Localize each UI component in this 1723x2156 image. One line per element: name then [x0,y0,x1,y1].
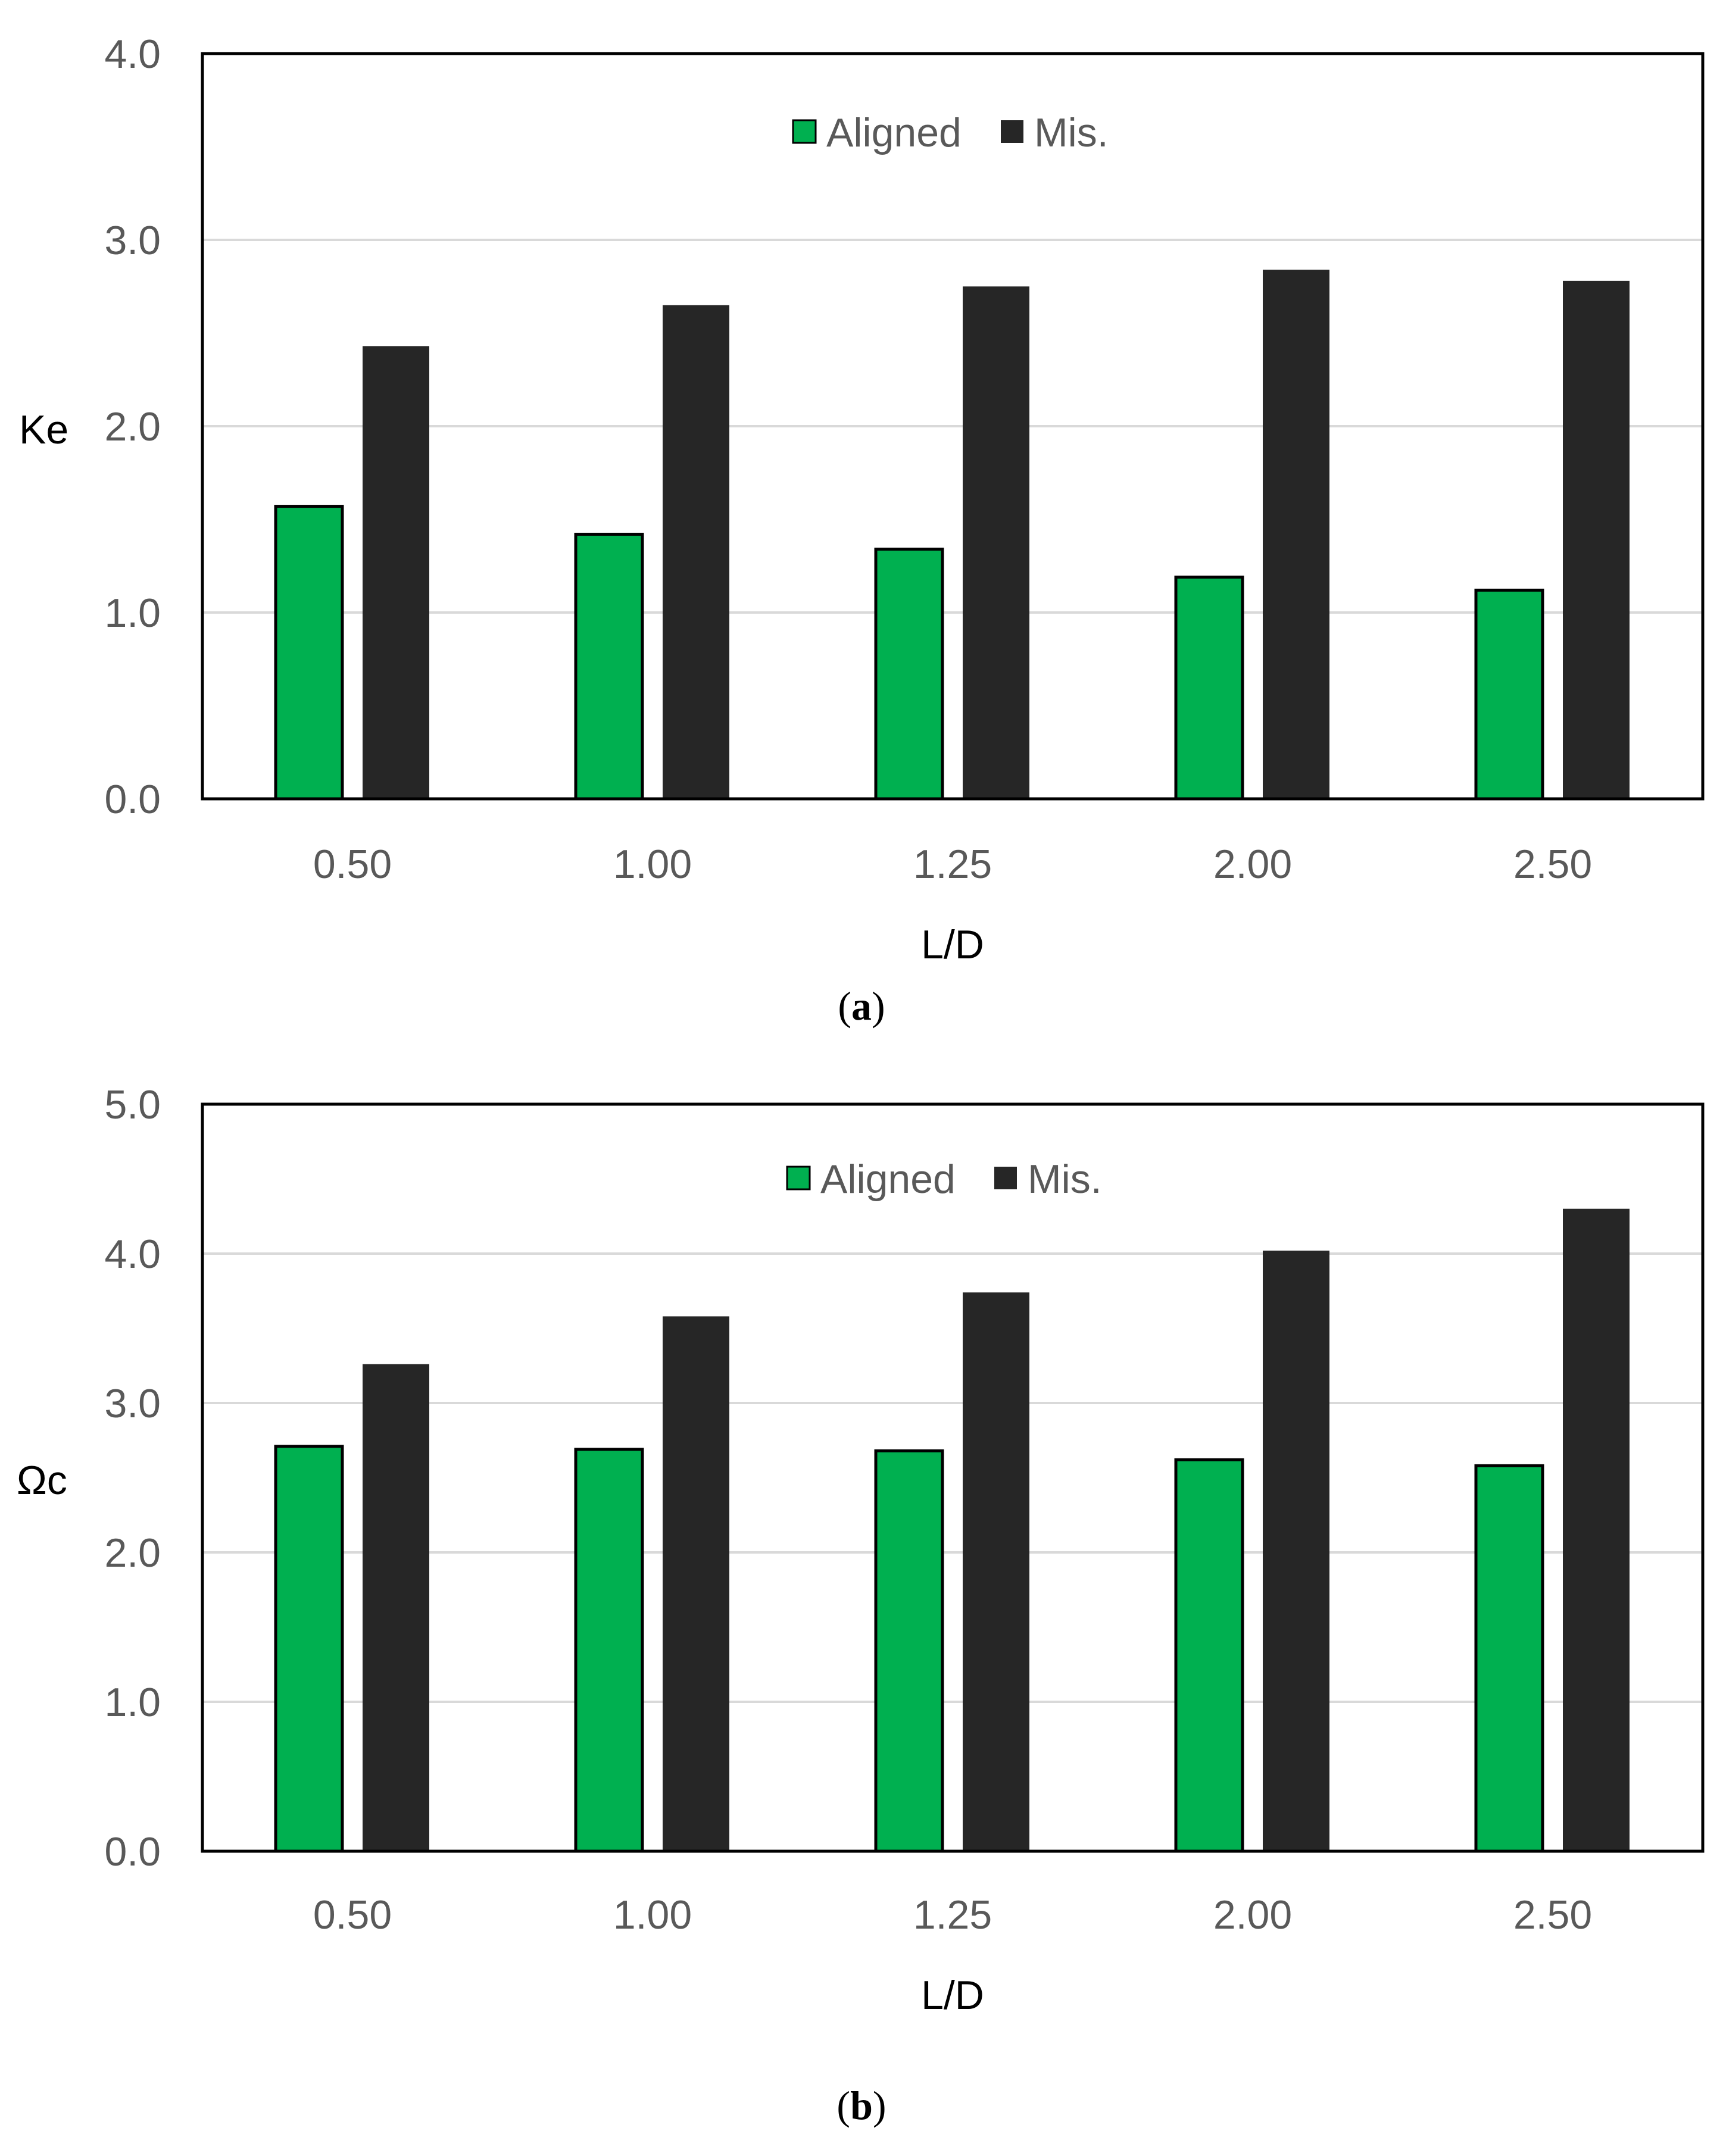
chart-b-gridlines [202,1252,1703,1703]
bar-mis-1.00 [663,1316,729,1851]
bar-aligned-1.00 [574,533,644,801]
x-tick-label: 1.25 [913,842,992,887]
chart-a-y-tick-labels: 0.0 1.0 2.0 3.0 4.0 [104,32,161,822]
x-tick-label: 2.00 [1213,1892,1292,1938]
y-tick-label: 2.0 [104,404,161,449]
bar-aligned-2.50 [1474,1464,1544,1853]
y-tick-label: 2.0 [104,1530,161,1576]
bar-aligned-2.00 [1174,576,1244,801]
bar-aligned-1.25 [874,1449,944,1853]
panel-label-b: (b) [836,2083,886,2128]
chart-a-legend: Aligned Mis. [792,110,1109,155]
chart-b-y-axis-title: Ωc [17,1458,67,1503]
bar-aligned-2.00 [1174,1458,1244,1853]
bar-mis-1.25 [963,1292,1029,1851]
chart-b-y-tick-labels: 0.0 1.0 2.0 3.0 4.0 5.0 [104,1082,161,1874]
bar-mis-0.50 [363,1364,429,1851]
y-tick-label: 3.0 [104,218,161,263]
chart-panel-a: 0.0 1.0 2.0 3.0 4.0 0.50 1.00 1.25 2.00 2.50 Ali… [19,32,1705,1029]
chart-a-gridlines [202,239,1703,614]
bar-aligned-1.00 [574,1448,644,1853]
y-tick-label: 0.0 [104,777,161,822]
chart-b-x-axis-title: L/D [921,1973,984,2018]
bar-aligned-0.50 [274,505,344,801]
legend-swatch-aligned [786,1166,811,1191]
panel-label-a: (a) [838,983,885,1029]
x-tick-label: 1.00 [613,1892,692,1938]
legend-swatch-mis [994,1167,1017,1189]
x-tick-label: 2.50 [1513,1892,1592,1938]
legend-label-aligned: Aligned [826,110,962,155]
chart-a-x-tick-labels: 0.50 1.00 1.25 2.00 2.50 [313,842,1592,887]
bar-mis-0.50 [363,346,429,799]
y-tick-label: 4.0 [104,1232,161,1277]
chart-a-bars [274,270,1630,801]
bar-aligned-0.50 [274,1445,344,1853]
x-tick-label: 0.50 [313,1892,392,1938]
bar-mis-2.50 [1563,1208,1630,1851]
y-tick-label: 3.0 [104,1381,161,1426]
chart-b-x-tick-labels: 0.50 1.00 1.25 2.00 2.50 [313,1892,1592,1938]
x-tick-label: 2.50 [1513,842,1592,887]
legend-label-mis: Mis. [1034,110,1109,155]
y-tick-label: 1.0 [104,1680,161,1725]
legend-label-mis: Mis. [1028,1157,1102,1202]
chart-b-legend: Aligned Mis. [786,1157,1102,1202]
x-tick-label: 0.50 [313,842,392,887]
y-tick-label: 4.0 [104,32,161,77]
y-tick-label: 5.0 [104,1082,161,1127]
chart-a-y-axis-title: Ke [19,407,68,452]
x-tick-label: 1.25 [913,1892,992,1938]
chart-a-plot-area [201,52,1705,801]
chart-panel-b: 0.01.02.03.04.05.0 0.50 1.00 1.25 2.00 2.50 … [17,1082,1705,2128]
legend-swatch-mis [1001,120,1023,143]
legend-label-aligned: Aligned [820,1157,956,1202]
chart-b-plot-area [201,1102,1705,1853]
bar-mis-1.00 [663,305,729,799]
legend-swatch-aligned [792,119,817,144]
bar-mis-2.50 [1563,280,1630,799]
y-tick-label: 0.0 [104,1829,161,1874]
y-tick-label: 1.0 [104,590,161,636]
bar-mis-2.00 [1263,1250,1329,1851]
bar-mis-2.00 [1263,270,1329,799]
x-tick-label: 1.00 [613,842,692,887]
x-tick-label: 2.00 [1213,842,1292,887]
bar-aligned-2.50 [1474,588,1544,801]
chart-a-x-axis-title: L/D [921,922,984,967]
bar-mis-1.25 [963,286,1029,799]
bar-aligned-1.25 [874,548,944,801]
